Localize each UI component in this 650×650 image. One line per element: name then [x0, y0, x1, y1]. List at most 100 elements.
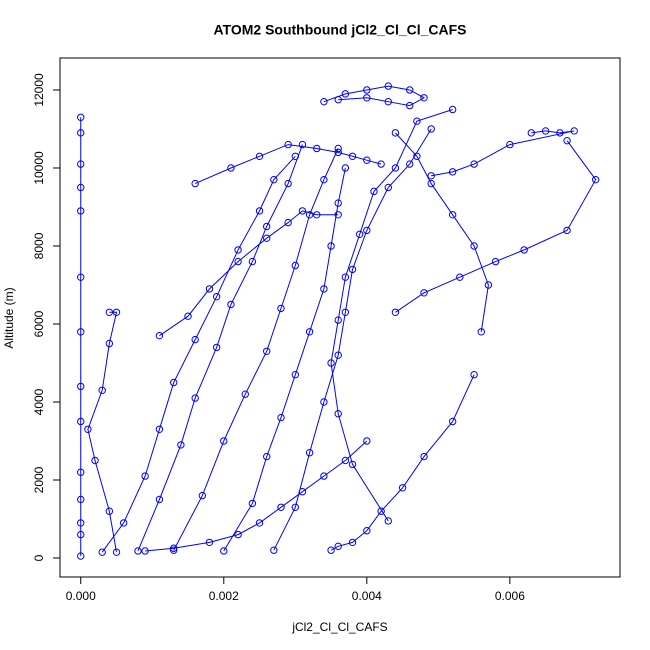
data-point	[305, 449, 314, 457]
data-point	[198, 491, 207, 500]
data-point	[77, 160, 85, 168]
data-point	[77, 468, 85, 476]
data-point	[341, 164, 350, 172]
data-point	[320, 398, 328, 406]
series-line	[137, 144, 303, 552]
data-point	[98, 548, 106, 556]
data-point	[334, 96, 342, 104]
series-line	[323, 85, 426, 107]
data-point	[320, 175, 328, 184]
series-line	[330, 109, 453, 522]
data-point	[334, 211, 342, 219]
series-line	[273, 128, 432, 551]
data-point	[284, 179, 292, 188]
data-point	[77, 273, 85, 281]
data-point	[427, 125, 435, 133]
data-point	[91, 456, 99, 465]
data-point	[248, 257, 257, 266]
data-point	[212, 292, 221, 301]
data-point	[313, 211, 321, 219]
data-point	[420, 452, 428, 461]
series-line	[173, 148, 339, 551]
data-point	[334, 144, 342, 153]
data-point	[291, 261, 300, 270]
y-tick-label: 8000	[32, 232, 46, 259]
data-point	[77, 183, 85, 192]
data-point	[270, 175, 278, 184]
data-point	[348, 265, 357, 274]
data-point	[112, 308, 121, 316]
data-point	[348, 460, 357, 469]
data-point	[470, 370, 478, 379]
data-point	[348, 538, 357, 547]
data-point	[220, 547, 228, 555]
plot-frame	[59, 57, 621, 578]
data-point	[277, 503, 285, 512]
data-point	[170, 544, 178, 552]
data-point	[305, 211, 314, 219]
data-point	[563, 136, 571, 145]
data-point	[234, 246, 242, 254]
data-point	[391, 308, 400, 316]
data-point	[291, 503, 300, 512]
data-point	[406, 160, 414, 168]
data-point	[305, 328, 314, 336]
data-point	[105, 308, 114, 316]
data-point	[270, 546, 278, 554]
data-point	[448, 105, 457, 114]
y-tick-label: 0	[32, 554, 46, 561]
data-point	[384, 517, 392, 525]
y-axis-label: Altitude (m)	[2, 287, 16, 348]
data-point	[170, 546, 178, 554]
y-tick-label: 2000	[32, 466, 46, 493]
data-point	[155, 331, 164, 340]
series-line	[395, 140, 597, 313]
data-point	[556, 129, 564, 137]
y-tick-label: 10000	[32, 151, 46, 185]
data-point	[291, 370, 300, 379]
data-point	[77, 207, 85, 215]
data-point	[491, 257, 500, 266]
data-point	[119, 519, 128, 527]
data-point	[320, 285, 328, 293]
data-point	[98, 386, 106, 394]
data-point	[191, 335, 199, 344]
data-point	[255, 207, 264, 215]
data-point	[391, 129, 400, 137]
data-point	[448, 168, 457, 176]
data-point	[191, 394, 199, 402]
data-point	[470, 242, 478, 250]
data-point	[298, 140, 307, 149]
data-point	[563, 226, 571, 235]
data-point	[141, 547, 149, 555]
data-point	[227, 164, 235, 172]
data-point	[184, 312, 192, 320]
data-point	[262, 347, 271, 355]
data-point	[570, 127, 578, 135]
data-point	[341, 90, 350, 98]
data-point	[320, 472, 328, 480]
data-point	[112, 548, 121, 556]
data-point	[262, 234, 271, 242]
data-point	[170, 378, 178, 387]
data-point	[134, 547, 142, 555]
y-tick-label: 4000	[32, 388, 46, 415]
data-point	[363, 156, 371, 164]
data-point	[77, 519, 85, 527]
data-point	[248, 499, 257, 508]
data-point	[363, 527, 371, 535]
data-point	[234, 257, 242, 266]
data-point	[255, 519, 264, 527]
data-point	[363, 437, 371, 445]
y-tick-label: 12000	[32, 73, 46, 107]
data-point	[205, 285, 214, 293]
x-tick-label: 0.000	[66, 589, 96, 603]
data-point	[77, 113, 85, 121]
data-point	[334, 148, 342, 157]
chart-title: ATOM2 Southbound jCl2_Cl_Cl_CAFS	[213, 22, 466, 38]
data-point	[155, 425, 164, 433]
data-point	[255, 152, 264, 160]
data-point	[541, 127, 550, 135]
data-point	[220, 437, 228, 445]
